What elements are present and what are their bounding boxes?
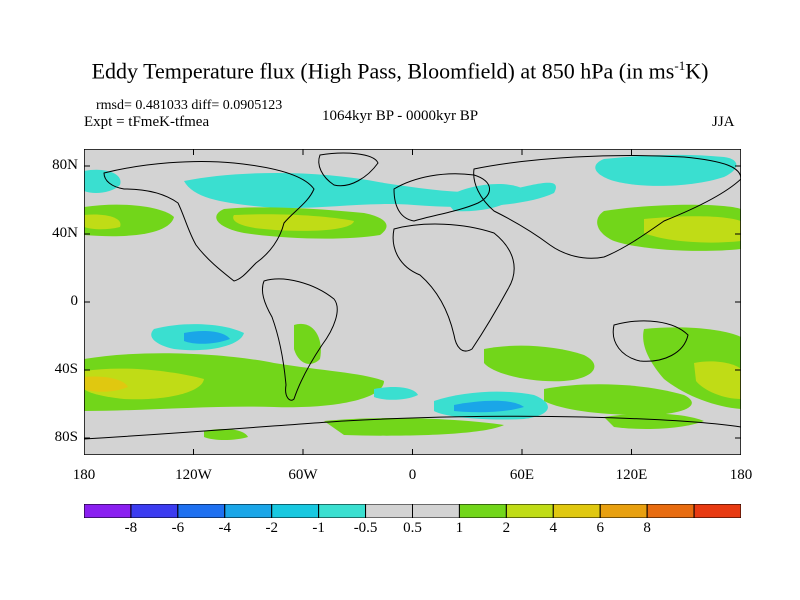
- colorbar-segment: [84, 504, 132, 518]
- colorbar-segment: [224, 504, 273, 518]
- anomaly-pacific-north-cyan: [84, 169, 121, 193]
- coastline-australia: [612, 320, 689, 362]
- colorbar-segment: [318, 504, 367, 518]
- map-plot: [84, 149, 741, 455]
- coastline-africa: [392, 223, 515, 352]
- colorbar-label: -1: [312, 520, 325, 536]
- colorbar-label: -0.5: [353, 520, 378, 536]
- lat-label: 80S: [54, 429, 78, 445]
- anomaly-antarctic-green-2: [204, 429, 248, 440]
- anomaly-argentina-green: [294, 323, 321, 364]
- colorbar-segment: [646, 504, 695, 518]
- lat-label: 80N: [52, 157, 78, 173]
- anomaly-south-ocean-orange: [84, 376, 128, 392]
- anomaly-south-indian-green: [544, 384, 692, 415]
- lat-label: 0: [70, 293, 79, 309]
- period-label: 1064kyr BP - 0000kyr BP: [322, 108, 479, 124]
- colorbar-label: 1: [455, 520, 464, 536]
- coastline-europe: [393, 173, 490, 222]
- colorbar-segment: [458, 504, 507, 518]
- axis-ticks: [84, 149, 741, 455]
- anomaly-south-ocean-yellow: [84, 368, 204, 400]
- colorbar-label: -8: [124, 520, 138, 536]
- colorbar-segment: [177, 504, 226, 518]
- anomaly-australia-south-yellow: [694, 361, 741, 399]
- lon-label: 60E: [509, 467, 535, 483]
- lat-label: 40N: [52, 225, 78, 241]
- colorbar-segment: [505, 504, 554, 518]
- colorbar-segment: [365, 504, 414, 518]
- anomaly-north-atlantic-yellow: [233, 214, 354, 231]
- coastline-south-america: [261, 278, 338, 401]
- lon-label: 120W: [175, 467, 212, 483]
- anomaly-antarctic-green: [324, 418, 504, 436]
- chart-title: Eddy Temperature flux (High Pass, Bloomf…: [91, 58, 709, 84]
- colorbar-segment: [412, 504, 460, 518]
- anomaly-west-pacific-yellow: [644, 216, 741, 243]
- colorbar-label: 4: [549, 520, 558, 536]
- colorbar-segment: [552, 504, 601, 518]
- colorbar-label: 2: [502, 520, 511, 536]
- colorbar-label: -6: [171, 520, 185, 536]
- colorbar-segment: [599, 504, 648, 518]
- lon-label: 180: [729, 467, 753, 483]
- coastline-greenland: [318, 152, 379, 187]
- season-label: JJA: [712, 114, 735, 130]
- lon-label: 60W: [288, 467, 318, 483]
- colorbar: [84, 504, 741, 518]
- coastline-antarctica: [84, 415, 741, 440]
- lon-label: 0: [408, 467, 417, 483]
- anomaly-north-pacific-yellow: [84, 214, 121, 230]
- anomaly-asia-cyan: [595, 154, 737, 186]
- colorbar-label: -2: [265, 520, 278, 536]
- stats-text: rmsd= 0.481033 diff= 0.0905123: [96, 98, 283, 113]
- anomaly-south-atlantic-lightblue: [454, 400, 524, 413]
- colorbar-label: 8: [643, 520, 651, 536]
- anomaly-south-pacific-lightblue: [184, 331, 230, 344]
- anomaly-fields: [84, 154, 741, 440]
- coastlines: [84, 152, 741, 440]
- lon-label: 180: [72, 467, 96, 483]
- anomaly-northeast-atlantic-cyan: [444, 184, 524, 212]
- colorbar-label: 6: [596, 520, 604, 536]
- colorbar-label: 0.5: [403, 520, 422, 536]
- lat-label: 40S: [54, 361, 78, 377]
- colorbar-segment: [130, 504, 179, 518]
- experiment-label: Expt = tFmeK-tfmea: [84, 114, 210, 130]
- coastline-north-america: [103, 160, 315, 282]
- lon-label: 120E: [615, 467, 648, 483]
- colorbar-segment: [693, 504, 741, 518]
- coastline-asia: [473, 155, 741, 259]
- colorbar-segment: [271, 504, 320, 518]
- anomaly-indian-ocean-green: [484, 345, 595, 382]
- anomaly-antarctic-green-3: [604, 413, 704, 429]
- anomaly-antarctic-cyan-pacific: [374, 387, 418, 400]
- colorbar-label: -4: [218, 520, 232, 536]
